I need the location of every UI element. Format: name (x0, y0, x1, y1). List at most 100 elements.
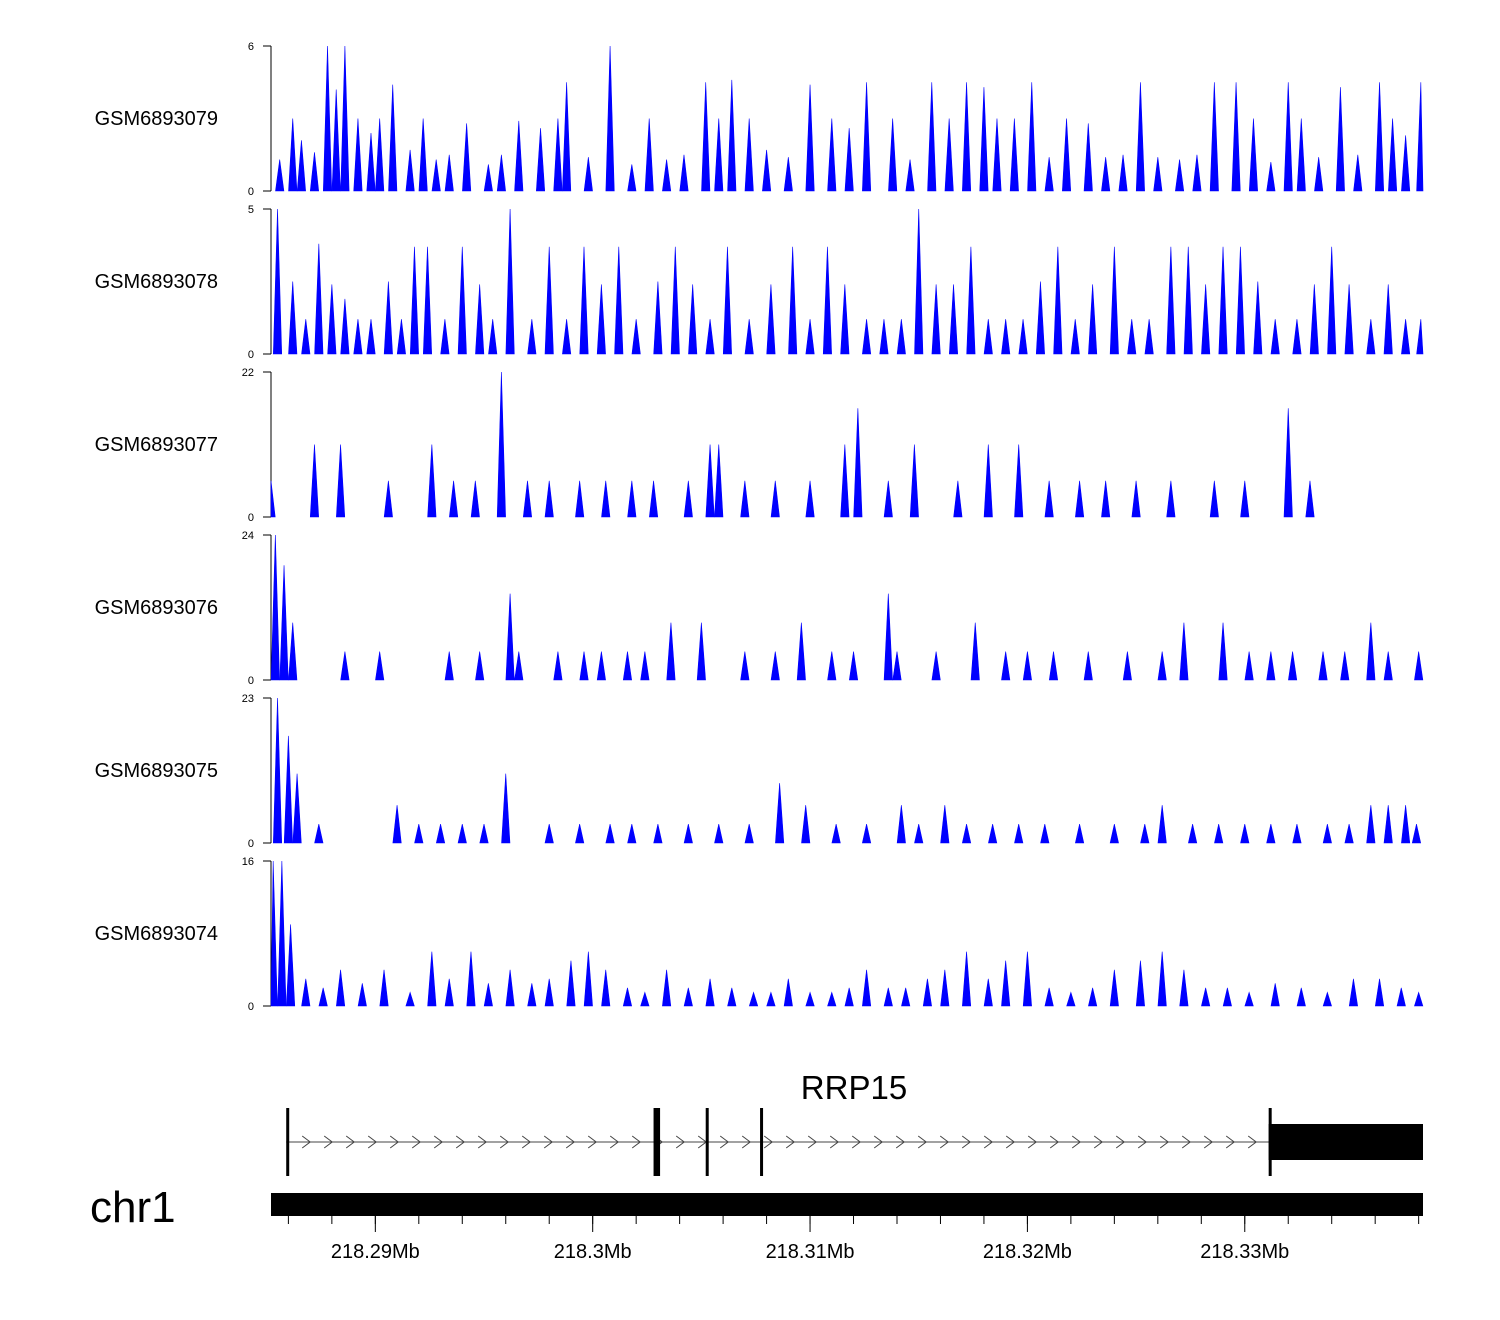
y-min-label: 0 (248, 675, 254, 687)
coverage-peak (896, 319, 906, 355)
coverage-peak (914, 208, 924, 355)
axis-tick-label: 218.31Mb (766, 1241, 855, 1263)
coverage-peak (605, 824, 615, 844)
coverage-peak (1344, 824, 1354, 844)
coverage-peak (379, 969, 389, 1007)
coverage-peak (336, 969, 346, 1007)
coverage-peak (283, 735, 293, 844)
coverage-peak (696, 622, 706, 681)
strand-arrow (499, 1135, 510, 1149)
coverage-peak (940, 969, 950, 1007)
coverage-peak (1101, 157, 1111, 192)
coverage-peak (318, 987, 328, 1007)
coverage-peak (744, 824, 754, 844)
coverage-peak (1209, 82, 1219, 192)
coverage-peak (666, 622, 676, 681)
coverage-peak (440, 319, 450, 355)
coverage-peak (827, 991, 837, 1007)
coverage-peak (1014, 444, 1024, 518)
coverage-peak (748, 991, 759, 1007)
coverage-peak (1231, 82, 1241, 192)
track-label: GSM6893074 (95, 923, 218, 945)
coverage-peak (1048, 651, 1059, 681)
coverage-peak (470, 480, 480, 518)
y-max-label: 23 (242, 693, 254, 705)
coverage-peak (622, 987, 633, 1007)
coverage-peak (862, 319, 872, 355)
coverage-peak (444, 978, 454, 1007)
y-min-label: 0 (248, 186, 254, 198)
coverage-peak (622, 651, 633, 681)
coverage-peak (544, 824, 554, 844)
coverage-peak (1348, 978, 1358, 1007)
coverage-peak (1018, 319, 1028, 355)
coverage-peak (444, 154, 454, 192)
coverage-peak (366, 319, 376, 355)
coverage-peak (944, 118, 954, 192)
strand-arrow (675, 1135, 686, 1149)
coverage-peak (827, 651, 837, 681)
coverage-peak (1396, 987, 1406, 1007)
coverage-peak (501, 773, 511, 844)
coverage-peak (1353, 154, 1363, 192)
coverage-peak (1053, 246, 1063, 355)
coverage-peak (1022, 651, 1032, 681)
coverage-peak (614, 246, 624, 355)
coverage-peak (583, 951, 593, 1007)
coverage-peak (1318, 651, 1328, 681)
coverage-peak (1083, 651, 1093, 681)
coverage-peak (1366, 805, 1376, 844)
strand-arrow (631, 1135, 642, 1149)
coverage-peak (601, 480, 611, 518)
coverage-peak (1166, 246, 1176, 355)
coverage-peak (727, 987, 737, 1007)
coverage-peak (662, 969, 672, 1007)
coverage-peak (1175, 159, 1185, 192)
strand-arrow (1115, 1135, 1126, 1149)
coverage-peak (1340, 651, 1350, 681)
coverage-peak (1322, 991, 1332, 1007)
coverage-peak (931, 651, 941, 681)
coverage-peak (883, 593, 893, 681)
coverage-peak (1157, 805, 1167, 844)
coverage-peak (701, 82, 711, 192)
coverage-peak (1344, 284, 1354, 355)
strand-arrow (1071, 1135, 1082, 1149)
coverage-peak (418, 118, 428, 192)
coverage-peak (775, 783, 785, 844)
coverage-peak (653, 824, 663, 844)
coverage-peak (883, 480, 893, 518)
coverage-peak (988, 824, 998, 844)
strand-arrow (1247, 1135, 1258, 1149)
coverage-peak (644, 118, 654, 192)
coverage-peak (327, 284, 337, 355)
strand-arrow (763, 1135, 774, 1149)
exon-block (653, 1108, 661, 1176)
coverage-peak (1201, 987, 1211, 1007)
coverage-peak (353, 118, 363, 192)
coverage-peak (270, 534, 280, 681)
coverage-peak (983, 444, 993, 518)
coverage-peak (536, 128, 546, 192)
coverage-peak (640, 651, 650, 681)
coverage-peak (323, 45, 333, 192)
coverage-peak (336, 444, 346, 518)
y-max-label: 24 (242, 530, 254, 542)
y-max-label: 6 (248, 41, 254, 53)
coverage-peak (392, 805, 402, 844)
coverage-peak (1083, 123, 1093, 192)
coverage-peak (1266, 651, 1276, 681)
coverage-peak (1179, 622, 1189, 681)
coverage-peak (357, 983, 367, 1007)
strand-arrow (1093, 1135, 1104, 1149)
coverage-peak (683, 480, 693, 518)
coverage-peak (457, 246, 467, 355)
strand-arrow (587, 1135, 598, 1149)
coverage-peak (1214, 824, 1224, 844)
coverage-peak (527, 983, 537, 1007)
coverage-peak (505, 208, 515, 355)
gene-track: RRP15 (286, 1069, 1423, 1176)
coverage-peak (1075, 480, 1085, 518)
coverage-peak (1414, 991, 1424, 1007)
